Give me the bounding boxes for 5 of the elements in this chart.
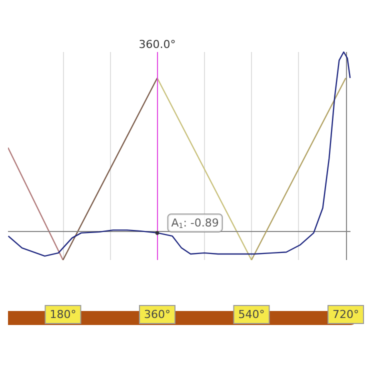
x-tick-label: 540° [238, 308, 265, 321]
x-tick-label: 720° [332, 308, 359, 321]
x-tick-label: 180° [50, 308, 76, 321]
x-tick-label: 360° [144, 308, 170, 321]
ref-line-label: 360.0° [138, 38, 176, 51]
